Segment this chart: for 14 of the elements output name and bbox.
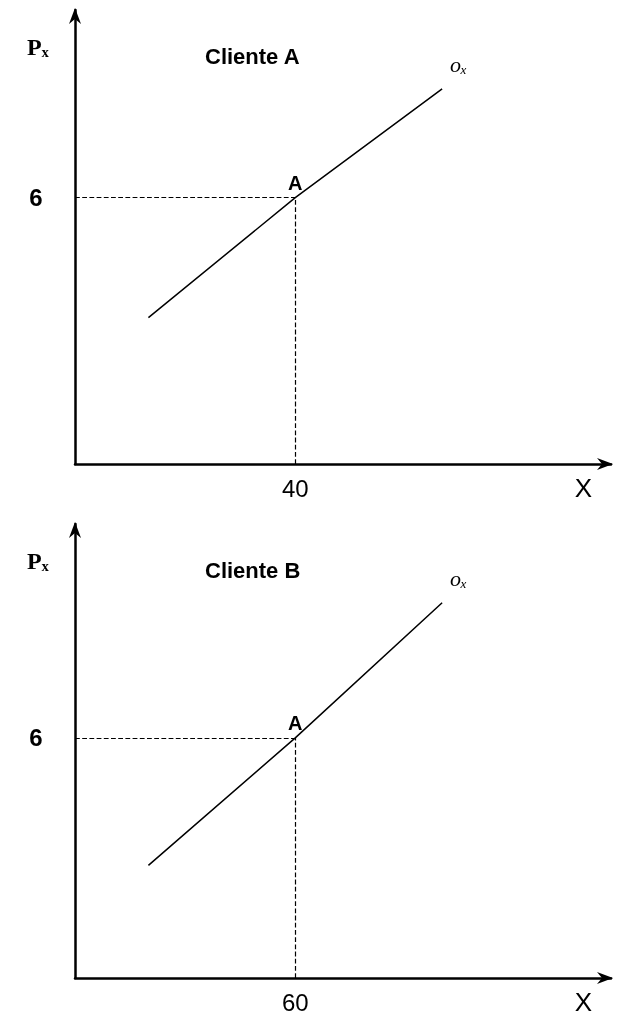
annotation: A <box>288 172 303 195</box>
text: 40 <box>281 475 309 502</box>
chart-title: Cliente B <box>205 557 301 583</box>
annotation: A <box>288 712 303 735</box>
series-label: oₓ <box>450 566 468 592</box>
text: 6 <box>29 184 43 212</box>
chart-title: Cliente A <box>205 43 300 69</box>
text: 6 <box>29 724 43 752</box>
x-axis-title: X <box>574 473 592 503</box>
y-axis-title: Pₓ <box>27 548 49 574</box>
x-axis-title: X <box>574 987 592 1017</box>
y-axis-title: Pₓ <box>27 34 49 60</box>
text: 60 <box>281 989 309 1016</box>
series-label: oₓ <box>450 52 468 78</box>
